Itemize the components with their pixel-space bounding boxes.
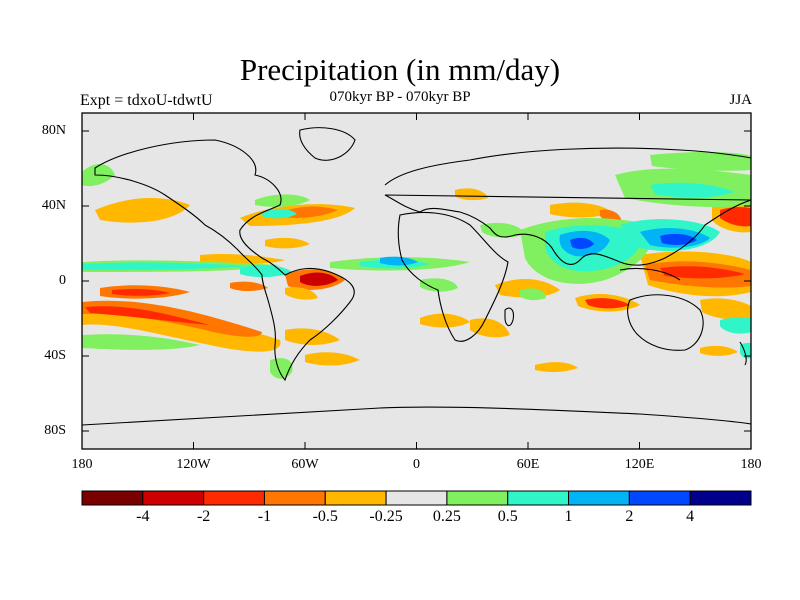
colorbar-box bbox=[142, 490, 205, 506]
colorbar-label: -1 bbox=[257, 508, 272, 525]
period-label: 070kyr BP - 070kyr BP bbox=[329, 89, 471, 105]
colorbar-label: 1 bbox=[564, 508, 573, 525]
colorbar-label: -2 bbox=[196, 508, 211, 525]
colorbar-box bbox=[507, 490, 570, 506]
colorbar-label: 4 bbox=[686, 508, 695, 525]
colorbar-label: -0.5 bbox=[312, 508, 338, 525]
colorbar-box bbox=[446, 490, 509, 506]
experiment-label: Expt = tdxoU-tdwtU bbox=[80, 92, 213, 109]
axis-ticks bbox=[82, 113, 751, 449]
colorbar-box bbox=[628, 490, 691, 506]
colorbar bbox=[81, 490, 752, 506]
colorbar-label: -0.25 bbox=[369, 508, 403, 525]
lat-tick-label: 0 bbox=[59, 273, 66, 288]
colorbar-label: 0.25 bbox=[432, 508, 461, 525]
colorbar-box bbox=[568, 490, 630, 506]
colorbar-label: 2 bbox=[625, 508, 634, 525]
colorbar-box bbox=[324, 490, 387, 506]
map-background bbox=[82, 113, 751, 449]
lon-tick-label: 60E bbox=[516, 457, 540, 472]
precip-anomaly-field bbox=[82, 152, 751, 379]
colorbar-label: -4 bbox=[136, 508, 150, 525]
colorbar-label: 0.5 bbox=[497, 508, 518, 525]
negative-anomalies bbox=[82, 188, 751, 372]
lat-tick-label: 40S bbox=[44, 348, 66, 363]
lat-tick-label: 80N bbox=[41, 123, 66, 138]
lat-tick-label: 40N bbox=[41, 198, 66, 213]
lon-tick-label: 180 bbox=[740, 457, 762, 472]
colorbar-box bbox=[203, 490, 265, 506]
lon-tick-label: 180 bbox=[71, 457, 93, 472]
positive-anomalies bbox=[82, 152, 751, 379]
colorbar-box bbox=[81, 490, 144, 506]
lon-tick-label: 120E bbox=[624, 457, 655, 472]
plot-title: Precipitation (in mm/day) bbox=[239, 52, 561, 87]
colorbar-box bbox=[385, 490, 448, 506]
coastlines bbox=[82, 127, 751, 426]
lon-tick-label: 60W bbox=[291, 457, 319, 472]
colorbar-box bbox=[263, 490, 326, 506]
lon-tick-label: 120W bbox=[176, 457, 211, 472]
lon-tick-label: 0 bbox=[413, 457, 420, 472]
season-label: JJA bbox=[729, 92, 752, 108]
colorbar-box bbox=[689, 490, 752, 506]
lat-tick-label: 80S bbox=[44, 423, 66, 438]
